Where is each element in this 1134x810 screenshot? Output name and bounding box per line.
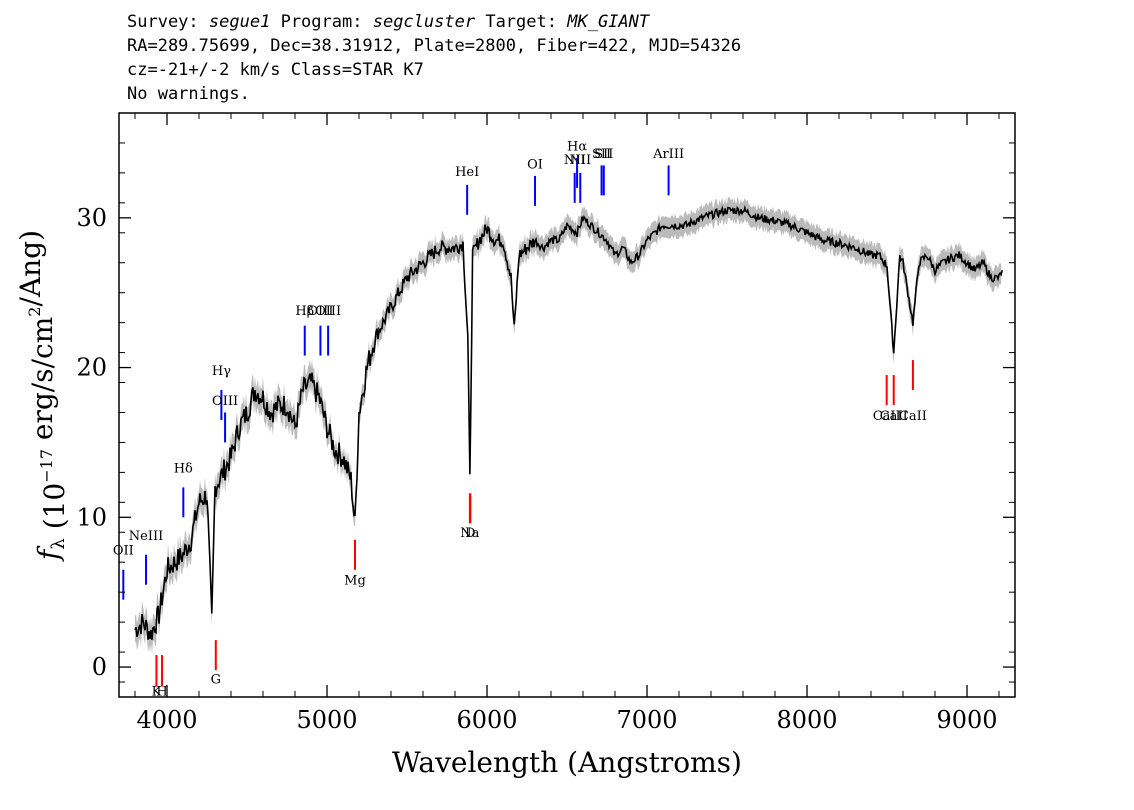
plot-frame — [118, 112, 1016, 698]
emission-line-label: NII — [564, 153, 586, 168]
absorption-line-label: Na — [460, 526, 479, 541]
emission-line-label: Hδ — [174, 461, 193, 476]
x-tick-label: 4000 — [136, 706, 197, 734]
absorption-line-label: CaII — [899, 409, 927, 424]
emission-line-label: NII — [569, 153, 591, 168]
emission-line-label: OIII — [307, 304, 333, 319]
target-value: MK_GIANT — [567, 12, 650, 32]
emission-line-label: Hβ — [295, 304, 314, 319]
emission-line-label: SII — [592, 147, 611, 162]
error-band-area — [135, 197, 1002, 654]
program-value: segcluster — [372, 12, 476, 32]
emission-line-label: ArIII — [652, 147, 684, 162]
absorption-line-label: G — [211, 673, 221, 688]
emission-line-label: NeIII — [129, 529, 163, 544]
absorption-line-label: D — [465, 526, 475, 541]
emission-line-label: OIII — [315, 304, 341, 319]
y-axis-title: fλ (10−17 erg/s/cm2/Ang) — [14, 230, 71, 562]
absorption-line-label: Mg — [344, 574, 366, 589]
emission-line-label: OII — [113, 544, 134, 559]
emission-line-label: SII — [594, 147, 613, 162]
emission-line-label: OI — [527, 157, 543, 172]
emission-line-label: Hγ — [212, 364, 231, 379]
y-tick-label: 10 — [76, 503, 107, 531]
spectrum-series — [134, 204, 1003, 640]
x-axis-title: Wavelength (Angstroms) — [392, 746, 742, 779]
absorption-line-label: H — [156, 685, 167, 700]
program-label: Program: — [280, 12, 363, 32]
y-tick-label: 30 — [76, 204, 107, 232]
warnings-line: No warnings. — [127, 84, 250, 104]
axis-ticks: 4000 5000 6000 7000 8000 9000 0 10 20 30 — [76, 113, 1015, 734]
x-tick-label: 5000 — [296, 706, 357, 734]
x-tick-label: 8000 — [776, 706, 837, 734]
survey-line: Survey: segue1 Program: segcluster Targe… — [127, 10, 741, 34]
absorption-line-label: CaII — [880, 409, 908, 424]
spectrum-header: Survey: segue1 Program: segcluster Targe… — [127, 10, 741, 106]
y-tick-label: 20 — [76, 354, 107, 382]
absorption-line-label: K — [152, 685, 162, 700]
error-band — [135, 197, 1002, 654]
y-tick-label: 0 — [92, 653, 107, 681]
emission-line-label: OIII — [212, 394, 238, 409]
x-tick-label: 6000 — [456, 706, 517, 734]
emission-line-label: HeI — [455, 165, 479, 180]
x-tick-label: 9000 — [936, 706, 997, 734]
survey-value: segue1 — [208, 12, 271, 32]
spectrum-line — [134, 204, 1003, 640]
x-tick-label: 7000 — [616, 706, 677, 734]
coordinates-line: RA=289.75699, Dec=38.31912, Plate=2800, … — [127, 36, 742, 56]
absorption-line-label: CaII — [873, 409, 901, 424]
redshift-line: cz=-21+/-2 km/s Class=STAR K7 — [127, 60, 424, 80]
emission-line-label: Hα — [567, 139, 587, 154]
survey-label: Survey: — [127, 12, 199, 32]
target-label: Target: — [485, 12, 557, 32]
